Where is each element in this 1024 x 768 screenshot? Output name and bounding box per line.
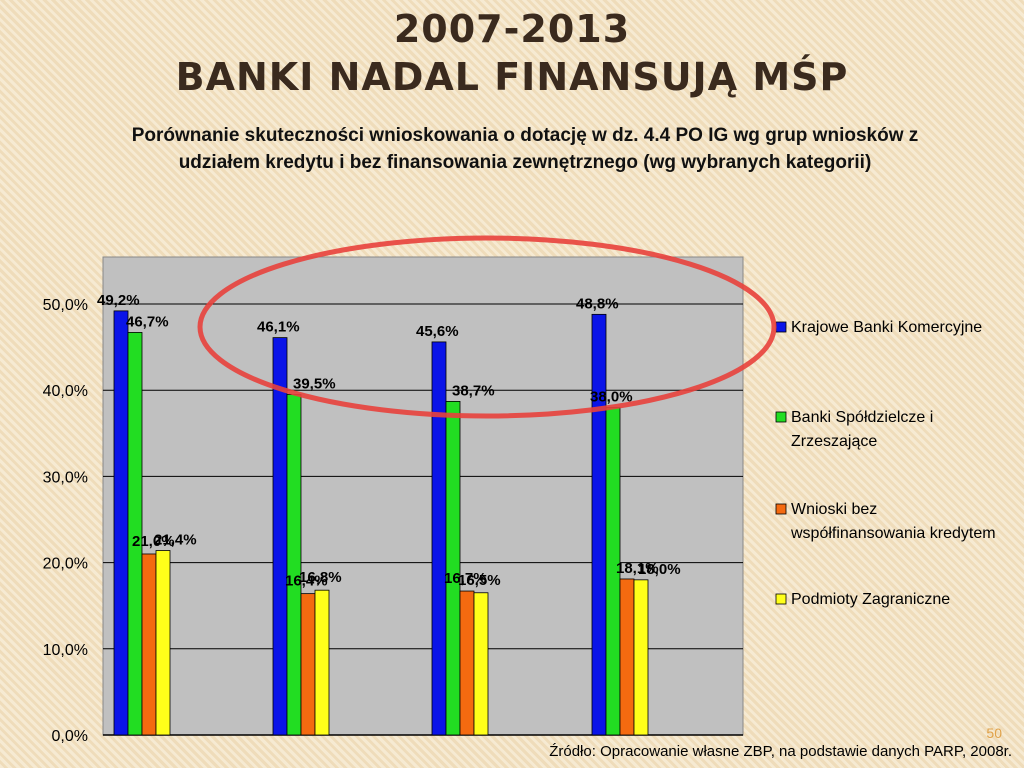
slide-title: BANKI NADAL FINANSUJĄ MŚP (175, 55, 849, 99)
legend-swatch (775, 321, 787, 333)
bar (314, 589, 330, 736)
data-label: 46,7% (126, 313, 169, 330)
data-label: 49,2% (97, 292, 140, 309)
data-label: 39,5% (293, 376, 336, 393)
data-labels: 49,2% 46,1% 45,6% 48,8% 46,7% 39,5% 38,7% 38,0%… (97, 292, 681, 590)
y-tick-label: 50,0% (43, 297, 88, 314)
page-number: 50 (986, 725, 1002, 741)
legend-swatch (775, 411, 787, 423)
bar (141, 553, 157, 736)
legend-swatch (775, 503, 787, 515)
bar (619, 578, 635, 736)
data-label: 16,7% (444, 570, 487, 587)
bar (286, 394, 302, 736)
legend-label: Krajowe Banki Komercyjne (791, 319, 982, 336)
y-tick-label: 30,0% (43, 469, 88, 486)
slide-title-years: 2007-2013 (393, 7, 631, 51)
data-label: 21,0% (132, 533, 175, 550)
y-axis-ticks: 0,0% 10,0% 20,0% 30,0% 40,0% 50,0% (43, 297, 88, 745)
source-note: Źródło: Opracowanie własne ZBP, na podst… (549, 743, 1012, 760)
legend-swatch (775, 593, 787, 605)
y-tick-label: 20,0% (43, 556, 88, 573)
legend-label: Podmioty Zagraniczne (791, 591, 950, 608)
bar (127, 332, 143, 736)
bar (113, 310, 129, 736)
y-tick-label: 40,0% (43, 383, 88, 400)
legend-label: Banki Spółdzielcze i Zrzeszające (791, 409, 933, 450)
bars (113, 310, 649, 736)
data-label: 21,4% (154, 532, 197, 549)
highlight-ellipse (197, 235, 777, 419)
data-label: 18,1% (616, 560, 659, 577)
data-label: 16,4% (285, 573, 328, 590)
bar (431, 341, 447, 736)
bar (591, 313, 607, 736)
bar (155, 550, 171, 736)
bar (473, 592, 489, 736)
chart-title: Porównanie skuteczności wnioskowania o d… (131, 125, 919, 173)
y-tick-label: 0,0% (52, 728, 88, 745)
data-label: 38,0% (590, 388, 633, 405)
legend-label: Wnioski bez współfinansowania kredytem (790, 501, 996, 542)
bar (459, 590, 475, 736)
bar (633, 579, 649, 736)
legend: Krajowe Banki Komercyjne Banki Spółdzielc… (775, 319, 996, 608)
data-label: 38,7% (452, 382, 495, 399)
data-label: 48,8% (576, 295, 619, 312)
data-label: 45,6% (416, 323, 459, 340)
data-label: 46,1% (257, 319, 300, 336)
bar (445, 401, 461, 736)
data-label: 18,0% (638, 561, 681, 578)
y-tick-label: 10,0% (43, 642, 88, 659)
bar (300, 593, 316, 736)
data-label: 16,5% (458, 572, 501, 589)
bar (272, 337, 288, 736)
data-label: 16,8% (299, 569, 342, 586)
